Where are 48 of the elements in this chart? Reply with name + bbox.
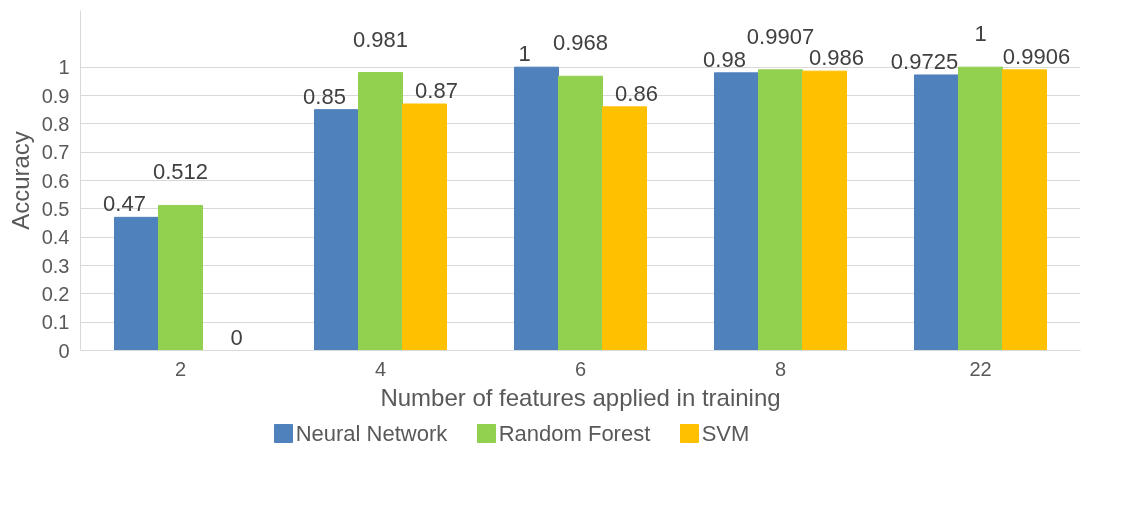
y-tick-label: 0.3: [41, 254, 70, 277]
bar: [714, 72, 759, 351]
data-label: 0.9725: [890, 48, 959, 74]
bar: [1002, 69, 1047, 351]
data-label: 0.47: [103, 191, 146, 217]
data-label: 0: [230, 324, 243, 350]
bar: [514, 66, 559, 351]
bar: [602, 106, 647, 351]
bar: [802, 70, 847, 351]
y-axis-title: Accuracy: [6, 131, 34, 230]
y-tick-label: 0.2: [41, 282, 70, 305]
x-tick-label: 4: [374, 357, 387, 380]
data-label: 0.87: [415, 78, 458, 103]
data-label: 0.98: [703, 46, 746, 72]
data-label: 0.86: [615, 80, 658, 106]
y-tick-label: 0.1: [41, 311, 70, 334]
data-label: 1: [518, 41, 531, 67]
y-tick-label: 0.7: [41, 141, 70, 164]
x-tick-label: 6: [574, 357, 587, 380]
legend-label: Neural Network: [295, 421, 449, 446]
bar: [402, 103, 447, 351]
y-tick-label: 0.6: [41, 169, 70, 192]
data-label: 0.85: [303, 83, 346, 109]
y-tick-label: 0.4: [41, 226, 70, 249]
y-tick-label: 0.9: [41, 84, 70, 107]
bar: [958, 66, 1003, 351]
y-tick-label: 0: [58, 339, 70, 362]
bar: [158, 204, 203, 351]
x-tick-label: 8: [774, 357, 787, 380]
data-label: 0.981: [352, 26, 409, 52]
bar: [358, 72, 403, 351]
bar: [914, 74, 959, 351]
bar: [114, 216, 159, 351]
data-label: 0.9906: [1002, 43, 1071, 69]
x-tick-label: 22: [969, 357, 992, 380]
x-tick-label: 2: [174, 357, 187, 380]
data-label: 0.968: [552, 30, 609, 56]
y-tick-label: 0.5: [41, 197, 70, 220]
y-tick-label: 1: [58, 56, 70, 79]
data-label: 0.512: [152, 159, 209, 185]
data-label: 1: [974, 21, 987, 47]
legend-label: SVM: [701, 421, 750, 446]
bar: [558, 75, 603, 351]
bar: [314, 109, 359, 351]
y-tick-label: 0.8: [41, 112, 70, 135]
x-axis-title: Number of features applied in training: [380, 383, 781, 411]
legend-label: Random Forest: [498, 421, 651, 446]
bar: [758, 69, 803, 351]
